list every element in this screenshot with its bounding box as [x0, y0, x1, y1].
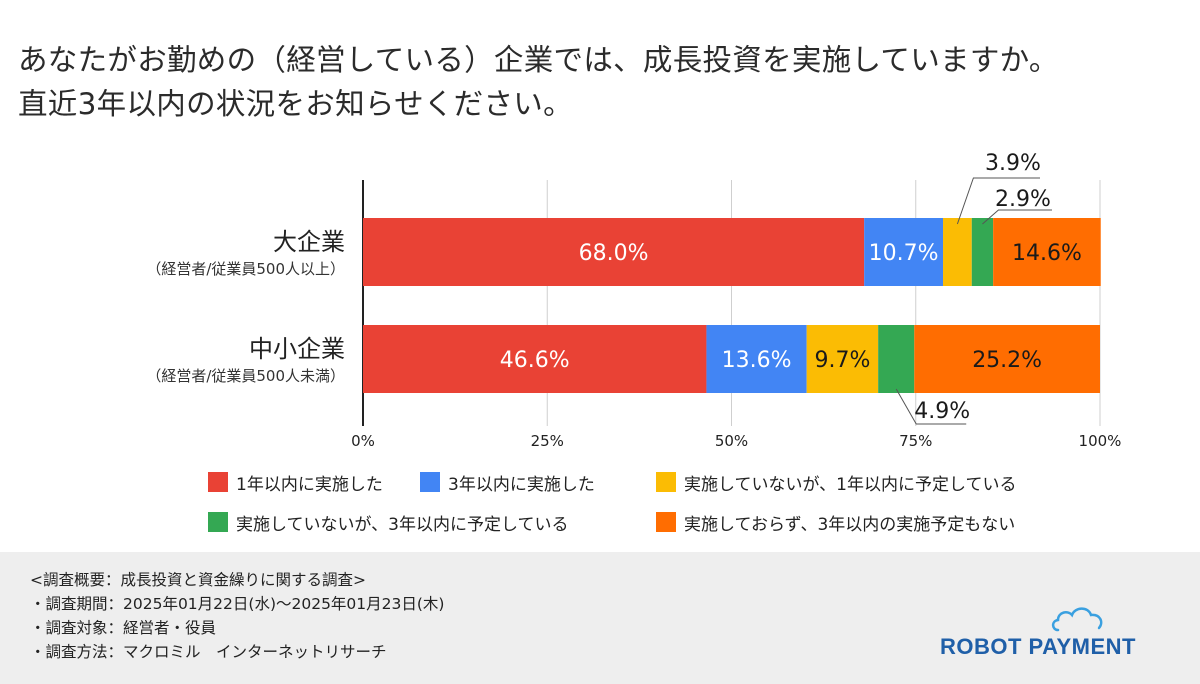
- legend-item: 実施しておらず、3年以内の実施予定もない: [656, 508, 1076, 536]
- bar-segment: [363, 325, 707, 393]
- callout-line: [956, 177, 1040, 225]
- x-tick-labels: 0% 25% 50% 75% 100%: [351, 432, 1121, 450]
- bar-segment: [914, 325, 1100, 393]
- stacked-bar-chart: 68.0% 10.7% 3.9% 2.9% 14.6% 46.6% 13.6% 9.7% 4.9…: [146, 151, 1121, 450]
- legend-item: 実施していないが、1年以内に予定している: [656, 468, 1076, 496]
- bar-segment: [943, 218, 972, 286]
- legend-swatch: [420, 472, 440, 492]
- bar-segment: [706, 325, 807, 393]
- data-label: 9.7%: [814, 348, 870, 373]
- data-label: 14.6%: [1012, 241, 1082, 266]
- legend-label: 3年以内に実施した: [448, 474, 595, 495]
- data-label: 2.9%: [995, 187, 1051, 212]
- legend-label: 実施していないが、3年以内に予定している: [236, 514, 569, 535]
- data-label: 3.9%: [985, 151, 1041, 176]
- legend-swatch: [656, 512, 676, 532]
- chart-title: あなたがお勤めの（経営している）企業では、成長投資を実施していますか。 直近3年…: [18, 43, 1059, 121]
- legend: 1年以内に実施した 3年以内に実施した 実施していないが、1年以内に予定している 実施…: [208, 468, 1108, 536]
- legend-swatch: [208, 472, 228, 492]
- category-labels: 大企業 （経営者/従業員500人以上） 中小企業 （経営者/従業員500人未満）: [146, 228, 345, 385]
- callout-line: [982, 209, 1052, 225]
- data-label: 25.2%: [972, 348, 1042, 373]
- legend-swatch: [656, 472, 676, 492]
- category-sublabel: （経営者/従業員500人未満）: [146, 367, 345, 385]
- survey-overview: <調査概要：成長投資と資金繰りに関する調査> ・調査期間：2025年01月22日…: [30, 568, 444, 664]
- bar-segment: [864, 218, 944, 286]
- bars: [363, 218, 1101, 393]
- survey-target: ・調査対象：経営者・役員: [30, 619, 217, 637]
- footer: <調査概要：成長投資と資金繰りに関する調査> ・調査期間：2025年01月22日…: [0, 552, 1200, 684]
- cloud-icon: [1051, 607, 1103, 632]
- legend-label: 1年以内に実施した: [236, 474, 383, 495]
- x-tick-label: 50%: [715, 432, 748, 450]
- data-label: 46.6%: [500, 348, 570, 373]
- data-label: 13.6%: [722, 348, 792, 373]
- legend-item: 1年以内に実施した: [208, 468, 420, 496]
- legend-label: 実施していないが、1年以内に予定している: [684, 474, 1017, 495]
- x-tick-label: 25%: [531, 432, 564, 450]
- data-label: 68.0%: [579, 241, 649, 266]
- survey-period: ・調査期間：2025年01月22日(水)〜2025年01月23日(木): [30, 595, 445, 613]
- bar-segment: [878, 325, 915, 393]
- legend-item: 3年以内に実施した: [420, 468, 656, 496]
- bar-segment: [993, 218, 1101, 286]
- category-sublabel: （経営者/従業員500人以上）: [146, 260, 345, 278]
- category-label: 中小企業: [249, 335, 345, 363]
- callout-line: [895, 388, 967, 425]
- bar-segment: [363, 218, 865, 286]
- category-label: 大企業: [273, 228, 345, 256]
- robot-payment-logo: ROBOT PAYMENT: [940, 604, 1150, 664]
- survey-method: ・調査方法：マクロミル インターネットリサーチ: [30, 643, 387, 661]
- legend-label: 実施しておらず、3年以内の実施予定もない: [684, 514, 1016, 535]
- x-tick-label: 100%: [1079, 432, 1122, 450]
- bar-segment: [971, 218, 994, 286]
- data-label: 4.9%: [914, 399, 970, 424]
- legend-item: 実施していないが、3年以内に予定している: [208, 508, 656, 536]
- x-tick-label: 0%: [351, 432, 375, 450]
- survey-heading: <調査概要：成長投資と資金繰りに関する調査>: [30, 571, 366, 589]
- data-labels: 68.0% 10.7% 3.9% 2.9% 14.6% 46.6% 13.6% 9.7% 4.9…: [500, 151, 1082, 425]
- legend-swatch: [208, 512, 228, 532]
- x-tick-label: 75%: [899, 432, 932, 450]
- data-label: 10.7%: [869, 241, 939, 266]
- bar-segment: [806, 325, 879, 393]
- logo-text: ROBOT PAYMENT: [940, 634, 1136, 659]
